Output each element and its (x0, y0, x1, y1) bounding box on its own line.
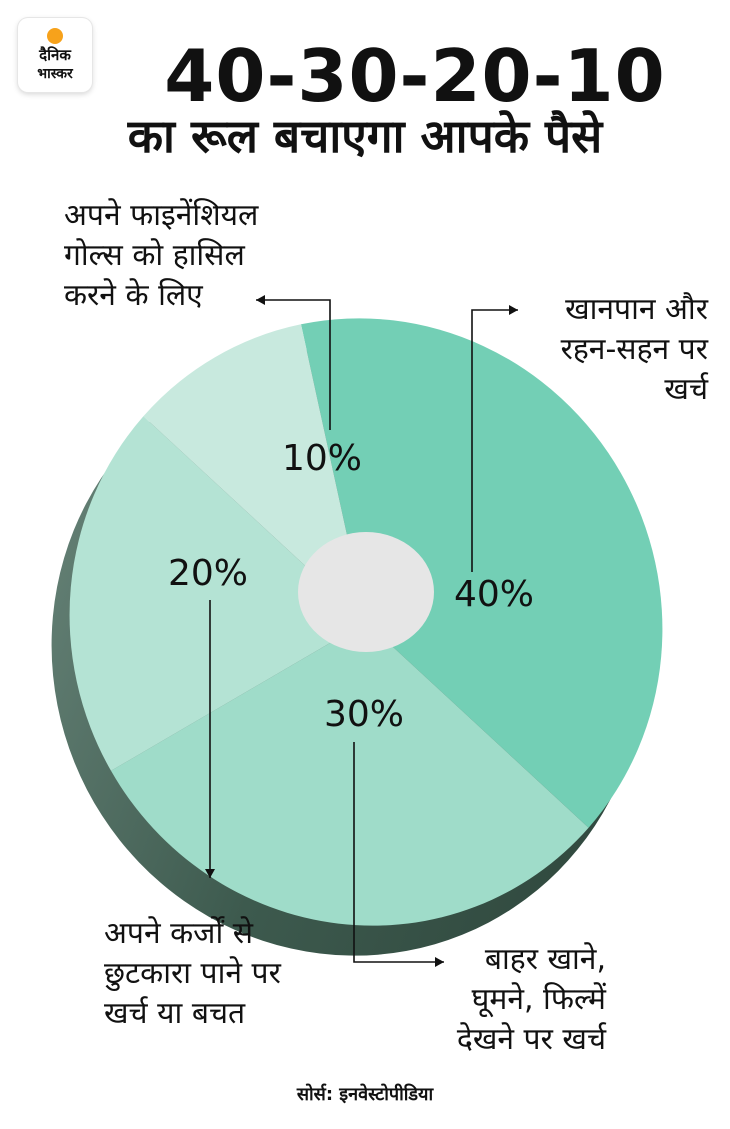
annotation-10: अपने फाइनेंशियल गोल्स को हासिल करने के ल… (64, 196, 258, 316)
annotation-30-line1: बाहर खाने, (484, 942, 606, 977)
annotation-40-line2: रहन-सहन पर (560, 332, 708, 367)
annotation-10-line2: गोल्स को हासिल (64, 238, 245, 273)
chart-title: 40-30-20-10 (164, 34, 666, 118)
annotation-40-line3: खर्च (664, 372, 708, 407)
arrow-30 (353, 742, 444, 967)
annotation-40-line1: खानपान और (565, 292, 708, 327)
annotation-30: बाहर खाने, घूमने, फिल्में देखने पर खर्च (457, 940, 606, 1060)
annotation-30-line3: देखने पर खर्च (456, 1022, 606, 1057)
annotation-20: अपने कर्जों से छुटकारा पाने पर खर्च या ब… (104, 914, 281, 1034)
pie-slice-10 (143, 324, 366, 622)
pie-slice-40 (301, 318, 663, 828)
annotation-10-line3: करने के लिए (64, 278, 203, 313)
annotation-10-line1: अपने फाइनेंशियल (64, 198, 259, 233)
pie-slice-30 (111, 622, 589, 926)
brand-logo: दैनिक भास्कर (18, 18, 92, 92)
brand-name-line2: भास्कर (37, 66, 73, 82)
source-note: सोर्स: इनवेस्टोपीडिया (296, 1084, 434, 1105)
annotation-20-line2: छुटकारा पाने पर (104, 956, 281, 991)
annotation-30-line2: घूमने, फिल्में (471, 982, 606, 1017)
pie-center-hole (298, 532, 434, 652)
annotation-20-line3: खर्च या बचत (104, 996, 246, 1031)
brand-name-line1: दैनिक (39, 46, 71, 64)
sun-icon (47, 28, 63, 44)
annotation-40: खानपान और रहन-सहन पर खर्च (561, 290, 708, 410)
slice-label-30: 30% (324, 694, 404, 735)
chart-subtitle: का रूल बचाएगा आपके पैसे (127, 109, 603, 163)
slice-label-40: 40% (454, 574, 534, 615)
arrow-20 (205, 600, 215, 878)
slice-label-10: 10% (282, 438, 362, 479)
slice-label-20: 20% (168, 553, 248, 594)
pie-slice-20 (69, 416, 367, 771)
arrow-40 (471, 305, 518, 572)
annotation-20-line1: अपने कर्जों से (104, 916, 254, 951)
arrow-10 (256, 295, 331, 430)
